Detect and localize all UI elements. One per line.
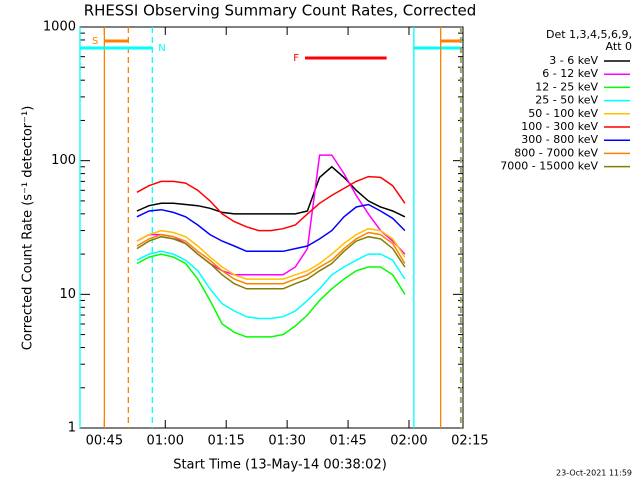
x-tick-label: 01:30 <box>268 434 305 449</box>
legend-label: 7000 - 15000 keV <box>500 160 598 173</box>
series-line <box>136 203 406 253</box>
legend-label: 300 - 800 keV <box>521 133 598 146</box>
series-line <box>136 154 406 276</box>
series-line <box>136 250 406 320</box>
legend-label: 12 - 25 keV <box>535 80 598 93</box>
series-line <box>136 175 406 232</box>
y-tick-label: 1000 <box>43 20 76 35</box>
x-tick-label: 01:00 <box>147 434 184 449</box>
legend-title: Det 1,3,4,5,6,9, <box>546 28 632 41</box>
x-tick-label: 01:45 <box>329 434 366 449</box>
series-line <box>136 231 406 285</box>
x-tick-label: 01:15 <box>207 434 244 449</box>
chart-title: RHESSI Observing Summary Count Rates, Co… <box>84 2 477 20</box>
series-line <box>136 227 406 280</box>
legend-label: 50 - 100 keV <box>528 107 598 120</box>
series-line <box>136 253 406 338</box>
interval-label: S <box>92 36 98 47</box>
legend-title: Att 0 <box>606 40 632 53</box>
plot-frame <box>79 26 464 429</box>
x-tick-label: 00:45 <box>86 434 123 449</box>
legend-label: 3 - 6 keV <box>549 54 598 67</box>
x-tick-label: 02:00 <box>390 434 427 449</box>
y-tick-label: 100 <box>51 153 76 168</box>
legend-label: 6 - 12 keV <box>542 67 598 80</box>
interval-label: N <box>158 43 165 54</box>
legend-label: 100 - 300 keV <box>521 120 598 133</box>
interval-label: F <box>293 53 299 64</box>
x-axis-label: Start Time (13-May-14 00:38:02) <box>173 458 387 473</box>
footer-date: 23-Oct-2021 11:59 <box>556 469 632 478</box>
x-tick-label: 02:15 <box>451 434 488 449</box>
legend-label: 800 - 7000 keV <box>514 146 598 159</box>
y-axis-label: Corrected Count Rate (s⁻¹ detector⁻¹) <box>21 106 36 351</box>
series-line <box>136 235 406 290</box>
y-tick-label: 1 <box>68 421 76 436</box>
legend-label: 25 - 50 keV <box>535 94 598 107</box>
y-tick-label: 10 <box>59 287 76 302</box>
series-line <box>136 165 406 218</box>
